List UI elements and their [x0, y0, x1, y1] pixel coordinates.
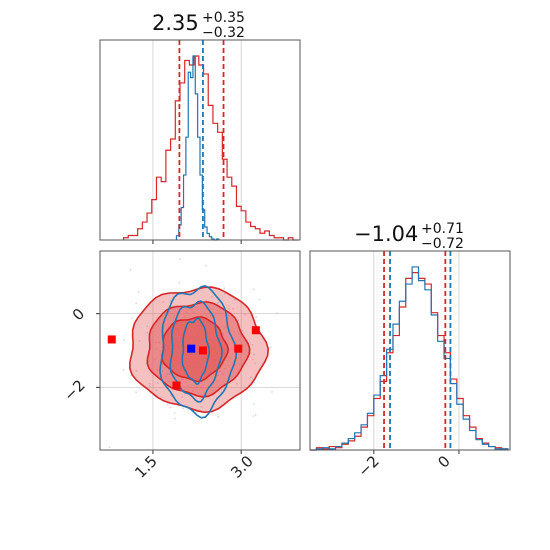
hist-param2-blue	[310, 266, 509, 451]
title-param1-value: 2.35	[152, 11, 199, 35]
sample-point	[181, 396, 184, 399]
sample-point	[255, 316, 258, 319]
sample-point	[169, 406, 172, 409]
sample-point	[169, 299, 172, 302]
sample-point	[269, 346, 272, 349]
sample-point	[179, 258, 182, 260]
red-square-marker	[251, 326, 260, 335]
ytick-label-0: 0	[69, 305, 88, 324]
contour-blue-3	[181, 317, 211, 385]
panel-frame	[99, 39, 301, 241]
sample-point	[108, 446, 111, 449]
sample-point	[173, 412, 176, 415]
sample-point	[169, 394, 172, 397]
sample-point	[137, 291, 140, 293]
sample-point	[149, 385, 151, 388]
sample-point	[129, 269, 132, 271]
panel-frame	[99, 250, 301, 451]
sample-point	[223, 293, 226, 295]
sample-point	[166, 402, 169, 405]
sample-point	[217, 302, 219, 305]
title-param2-plus: +0.71	[421, 221, 464, 237]
sample-point	[253, 353, 256, 356]
sample-point	[122, 369, 125, 371]
sample-point	[252, 288, 255, 291]
sample-point	[146, 325, 149, 328]
sample-point	[232, 307, 235, 310]
red-square-marker	[172, 381, 181, 390]
sample-point	[275, 312, 278, 315]
sample-point	[252, 402, 255, 405]
sample-point	[210, 296, 213, 298]
xtick-label-param1-0: 1.5	[131, 452, 161, 482]
hist-param2-panel	[309, 250, 511, 454]
sample-point	[200, 406, 203, 408]
sample-point	[138, 339, 141, 342]
red-square-marker	[234, 344, 243, 353]
sample-point	[173, 417, 176, 420]
hist-param1-panel	[99, 39, 301, 244]
sample-point	[271, 390, 273, 393]
sample-point	[228, 305, 230, 307]
sample-point	[156, 382, 159, 385]
sample-point	[252, 415, 255, 417]
sample-point	[233, 298, 236, 301]
sample-point	[178, 281, 181, 284]
blue-square-marker	[187, 344, 196, 353]
xtick-label-param1-1: 3.0	[227, 452, 257, 482]
title-param2-minus: −0.72	[421, 236, 464, 252]
contour-blue-1	[159, 285, 238, 419]
red-square-marker	[198, 346, 207, 355]
sample-point	[135, 391, 138, 394]
sample-point	[135, 370, 138, 372]
sample-point	[220, 391, 223, 393]
hist-param2-red	[310, 272, 509, 451]
sample-point	[156, 316, 158, 319]
sample-point	[254, 362, 256, 365]
sample-point	[249, 376, 252, 379]
sample-point	[236, 382, 238, 385]
sample-point	[148, 382, 151, 385]
sample-point	[241, 329, 244, 332]
sample-point	[182, 407, 185, 410]
ytick-label-1: −2	[60, 376, 88, 404]
sample-point	[258, 298, 261, 301]
sample-point	[155, 389, 158, 392]
red-square-marker	[107, 335, 116, 344]
sample-point	[244, 313, 246, 316]
xtick-label-param2-0: −2	[354, 452, 382, 480]
sample-point	[254, 414, 257, 417]
sample-point	[223, 287, 226, 290]
sample-point	[228, 307, 231, 310]
sample-point	[217, 301, 219, 304]
sample-point	[146, 331, 148, 334]
panel-frame	[309, 250, 511, 451]
sample-point	[162, 301, 165, 303]
hist-param1-red	[122, 55, 298, 241]
sample-point	[217, 415, 220, 418]
sample-point	[204, 264, 207, 267]
sample-point	[251, 343, 253, 346]
sample-point	[135, 302, 138, 305]
sample-point	[123, 339, 126, 341]
title-param1-plus: +0.35	[202, 10, 245, 26]
xtick-label-param2-1: 0	[434, 452, 453, 471]
sample-point	[131, 317, 134, 320]
title-param1-minus: −0.32	[202, 25, 245, 41]
title-param2-value: −1.04	[354, 222, 418, 246]
joint-panel	[96, 250, 301, 454]
contour-blue-2	[169, 300, 223, 403]
hist-param1-blue	[175, 55, 220, 241]
sample-point	[251, 358, 254, 361]
